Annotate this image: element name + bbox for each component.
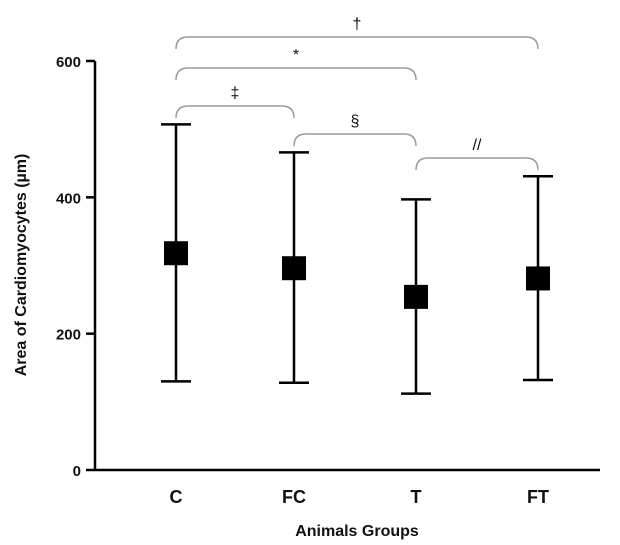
- chart-marks: [161, 123, 553, 395]
- significance-bracket: [293, 133, 417, 147]
- x-axis-label: Animals Groups: [295, 523, 419, 540]
- x-tick-label: FT: [527, 487, 549, 507]
- significance-bracket: [415, 157, 539, 171]
- y-tick-label: 200: [56, 327, 81, 344]
- y-tick-label: 0: [73, 463, 81, 480]
- mean-marker: [404, 284, 428, 309]
- mean-marker: [526, 266, 550, 291]
- axes: 0 200 400 600 C FC T FT: [56, 54, 600, 507]
- significance-brackets: † * ‡ § //: [175, 16, 539, 171]
- significance-bracket: [175, 67, 417, 81]
- x-tick-label: FC: [282, 487, 306, 507]
- y-axis-label: Area of Cardiomyocytes (µm): [13, 154, 30, 377]
- y-tick-label: 400: [56, 190, 81, 207]
- x-tick-label: T: [411, 487, 422, 507]
- significance-bracket: [175, 36, 539, 50]
- significance-symbol: //: [473, 137, 482, 154]
- significance-symbol: †: [353, 16, 362, 33]
- significance-bracket: [175, 105, 295, 119]
- x-tick-label: C: [170, 487, 183, 507]
- y-tick-label: 600: [56, 54, 81, 71]
- significance-symbol: ‡: [231, 85, 240, 102]
- mean-marker: [164, 241, 188, 266]
- significance-symbol: *: [293, 47, 299, 64]
- mean-marker: [282, 256, 306, 281]
- significance-symbol: §: [351, 113, 360, 130]
